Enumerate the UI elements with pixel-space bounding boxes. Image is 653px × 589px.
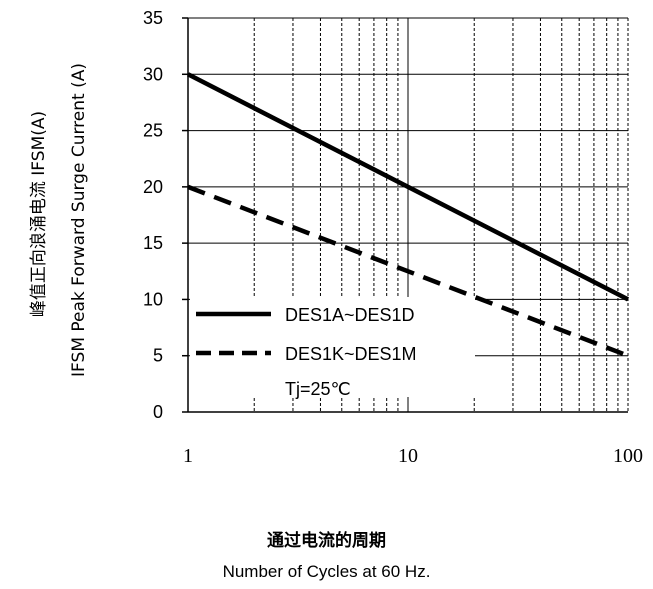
legend: DES1A~DES1D DES1K~DES1M Tj=25℃ (190, 297, 475, 399)
y-tick-label: 10 (143, 289, 163, 309)
y-axis-label-chinese: 峰值正向浪涌电流 IFSM(A) (29, 111, 49, 317)
y-tick-label: 25 (143, 121, 163, 141)
axes (182, 17, 628, 413)
grid-lines (188, 17, 629, 412)
x-tick-label: 1 (183, 445, 193, 467)
y-tick-label: 0 (153, 402, 163, 422)
x-tick-label: 10 (398, 445, 418, 467)
legend-label-des1a-des1d: DES1A~DES1D (285, 305, 415, 325)
series-line-des1k-des1m (187, 184, 629, 358)
y-tick-label: 15 (143, 233, 163, 253)
y-tick-label: 30 (143, 64, 163, 84)
y-axis-label-english: IFSM Peak Forward Surge Current (A) (69, 63, 89, 377)
series-lines (186, 72, 630, 358)
y-tick-label: 35 (143, 8, 163, 28)
x-axis-label-chinese: 通过电流的周期 (267, 531, 386, 551)
y-tick-label: 20 (143, 177, 163, 197)
x-tick-label: 100 (613, 445, 643, 467)
legend-label-des1k-des1m: DES1K~DES1M (285, 344, 417, 364)
y-tick-label: 5 (153, 346, 163, 366)
x-axis-label-english: Number of Cycles at 60 Hz. (222, 562, 431, 581)
tick-labels: 0 5 10 15 20 25 30 35 1 10 100 (143, 8, 643, 467)
temperature-annotation: Tj=25℃ (285, 379, 351, 399)
series-line-des1a-des1d (186, 72, 630, 302)
